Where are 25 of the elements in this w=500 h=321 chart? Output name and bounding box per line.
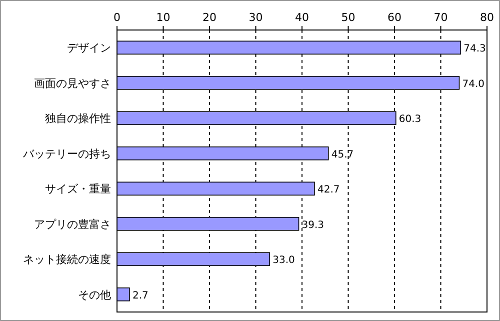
y-tick-label: 画面の見やすさ bbox=[34, 76, 111, 90]
y-tick-label: デザイン bbox=[67, 42, 111, 55]
y-tick-label: その他 bbox=[78, 288, 111, 302]
x-tick-label: 70 bbox=[434, 11, 448, 24]
data-label: 74.0 bbox=[462, 78, 485, 90]
data-label: 42.7 bbox=[317, 184, 340, 196]
data-label: 39.3 bbox=[302, 220, 324, 231]
x-tick-label: 0 bbox=[114, 11, 120, 24]
data-label: 45.7 bbox=[331, 149, 354, 160]
y-tick-label: ネット接続の速度 bbox=[23, 253, 111, 266]
x-tick-label: 50 bbox=[341, 11, 356, 24]
y-tick-label: アプリの豊富さ bbox=[34, 218, 111, 231]
data-label: 33.0 bbox=[272, 255, 295, 266]
data-label: 74.3 bbox=[464, 44, 486, 55]
y-tick-label: サイズ・重量 bbox=[45, 182, 111, 196]
y-tick-label: 独自の操作性 bbox=[45, 112, 111, 126]
x-tick-label: 80 bbox=[480, 11, 494, 24]
data-label: 60.3 bbox=[398, 114, 422, 126]
x-tick-label: 40 bbox=[295, 11, 309, 24]
y-tick-label: バッテリーの持ち bbox=[22, 147, 111, 160]
data-label: 2.7 bbox=[132, 290, 148, 302]
x-tick-label: 20 bbox=[202, 11, 216, 24]
x-tick-label: 30 bbox=[248, 11, 263, 24]
x-tick-label: 10 bbox=[156, 11, 170, 24]
x-tick-label: 60 bbox=[388, 11, 402, 24]
